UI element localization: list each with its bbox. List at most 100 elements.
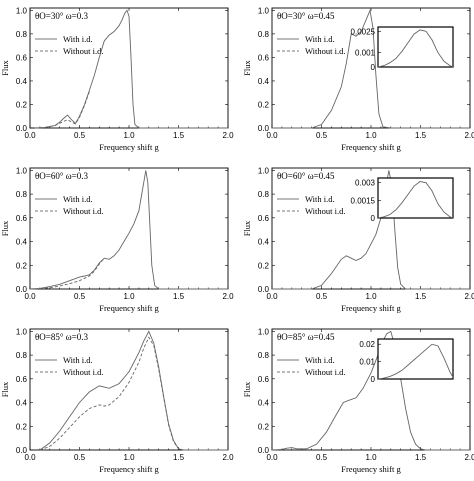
inset-frame bbox=[377, 177, 454, 219]
y-tick-label: 0.8 bbox=[16, 190, 28, 199]
x-tick-label: 1.5 bbox=[173, 453, 185, 462]
x-tick-label: 1.0 bbox=[123, 453, 135, 462]
panel-2: 0.0 0.5 1.0 1.5 2.0 0.0 0.2 0.4 0.6 0.8 1.0 Frequen… bbox=[242, 6, 474, 152]
inset-y-tick-label: 0.01 bbox=[359, 358, 375, 367]
x-tick-label: 1.0 bbox=[365, 453, 377, 462]
y-tick-label: 0.6 bbox=[16, 375, 28, 384]
legend-label-with-id: With i.d. bbox=[63, 194, 93, 204]
x-tick-label: 0.5 bbox=[316, 131, 328, 140]
x-tick-label: 1.0 bbox=[123, 292, 135, 301]
series-line-with-id bbox=[271, 330, 470, 451]
inset-series-line bbox=[377, 29, 454, 68]
legend-label-without-id: Without i.d. bbox=[305, 367, 346, 377]
series-line-with-id bbox=[34, 9, 228, 129]
x-tick-label: 2.0 bbox=[222, 453, 234, 462]
x-tick-label: 0.0 bbox=[24, 131, 36, 140]
legend-label-without-id: Without i.d. bbox=[63, 206, 104, 216]
panel-1: 0.0 0.5 1.0 1.5 2.0 0.0 0.2 0.4 0.6 0.8 1.0 Frequen… bbox=[0, 6, 234, 152]
legend-label-with-id: With i.d. bbox=[305, 355, 335, 365]
x-tick-label: 0.0 bbox=[266, 292, 278, 301]
x-tick-label: 2.0 bbox=[222, 292, 234, 301]
panel-title: θO=60° ω=0.45 bbox=[277, 171, 335, 181]
x-tick-label: 0.0 bbox=[24, 292, 36, 301]
inset-y-tick-label: 0 bbox=[371, 63, 376, 72]
y-axis-label: Flux bbox=[0, 381, 10, 397]
y-tick-label: 0.8 bbox=[258, 30, 270, 39]
x-tick-label: 0.5 bbox=[74, 453, 86, 462]
panel-title: θO=85° ω=0.3 bbox=[35, 332, 88, 342]
inset-plot: 0 0.0015 0.003 bbox=[351, 177, 454, 223]
legend-label-with-id: With i.d. bbox=[305, 34, 335, 44]
y-tick-label: 0.6 bbox=[258, 214, 270, 223]
y-tick-label: 0.6 bbox=[16, 53, 28, 62]
legend-label-without-id: Without i.d. bbox=[63, 367, 104, 377]
x-tick-label: 2.0 bbox=[464, 131, 474, 140]
y-tick-label: 1.0 bbox=[258, 327, 270, 336]
x-axis-label: Frequency shift g bbox=[99, 303, 159, 313]
y-axis-label: Flux bbox=[0, 220, 10, 236]
y-tick-label: 1.0 bbox=[258, 166, 270, 175]
x-tick-label: 1.0 bbox=[365, 292, 377, 301]
y-tick-label: 1.0 bbox=[16, 166, 28, 175]
y-tick-label: 0.0 bbox=[16, 446, 28, 455]
legend-label-without-id: Without i.d. bbox=[305, 206, 346, 216]
x-tick-label: 2.0 bbox=[464, 453, 474, 462]
y-tick-label: 0.8 bbox=[16, 30, 28, 39]
y-tick-label: 1.0 bbox=[16, 6, 28, 15]
y-tick-label: 0.4 bbox=[258, 77, 270, 86]
y-tick-label: 0.4 bbox=[16, 77, 28, 86]
y-tick-label: 0.0 bbox=[16, 285, 28, 294]
inset-y-tick-label: 0.0015 bbox=[351, 196, 376, 205]
plot-frame bbox=[29, 7, 229, 129]
y-axis-label: Flux bbox=[242, 59, 252, 75]
x-tick-label: 0.0 bbox=[24, 453, 36, 462]
y-tick-label: 0.0 bbox=[258, 124, 270, 133]
series-line-with-id bbox=[272, 170, 470, 290]
series-line-with-id bbox=[272, 8, 470, 129]
x-axis-label: Frequency shift g bbox=[99, 464, 159, 474]
series-line-without-id bbox=[29, 257, 105, 290]
x-axis-label: Frequency shift g bbox=[341, 142, 401, 152]
inset-y-tick-label: 0.003 bbox=[355, 179, 376, 188]
inset-plot: 0 0.001 0.0025 bbox=[351, 26, 454, 72]
panel-5: 0.0 0.5 1.0 1.5 2.0 0.0 0.2 0.4 0.6 0.8 1.0 Frequen… bbox=[0, 327, 234, 474]
legend-label-with-id: With i.d. bbox=[305, 194, 335, 204]
plot-frame bbox=[29, 167, 229, 290]
y-tick-label: 0.2 bbox=[258, 100, 270, 109]
y-tick-label: 0.0 bbox=[258, 285, 270, 294]
panel-title: θO=30° ω=0.45 bbox=[277, 11, 335, 21]
inset-y-tick-label: 0 bbox=[371, 375, 376, 384]
x-tick-label: 0.5 bbox=[74, 131, 86, 140]
x-tick-label: 2.0 bbox=[222, 131, 234, 140]
panel-title: θO=60° ω=0.3 bbox=[35, 171, 88, 181]
inset-frame bbox=[377, 26, 454, 68]
y-tick-label: 0.0 bbox=[258, 446, 270, 455]
y-tick-label: 0.6 bbox=[258, 53, 270, 62]
y-tick-label: 0.2 bbox=[16, 100, 28, 109]
x-tick-label: 0.5 bbox=[316, 292, 328, 301]
x-tick-label: 1.5 bbox=[173, 131, 185, 140]
y-axis-label: Flux bbox=[242, 381, 252, 397]
inset-series-line bbox=[377, 343, 454, 380]
inset-plot: 0 0.01 0.02 bbox=[359, 338, 454, 384]
inset-y-tick-label: 0.0025 bbox=[351, 27, 376, 36]
inset-y-tick-label: 0 bbox=[371, 214, 376, 223]
x-tick-label: 1.0 bbox=[365, 131, 377, 140]
panel-title: θO=30° ω=0.3 bbox=[35, 11, 88, 21]
y-tick-label: 0.4 bbox=[16, 238, 28, 247]
legend-label-with-id: With i.d. bbox=[63, 34, 93, 44]
panel-4: 0.0 0.5 1.0 1.5 2.0 0.0 0.2 0.4 0.6 0.8 1.0 Frequen… bbox=[242, 166, 474, 313]
y-tick-label: 1.0 bbox=[16, 327, 28, 336]
y-axis-label: Flux bbox=[0, 59, 10, 75]
x-tick-label: 0.5 bbox=[74, 292, 86, 301]
y-tick-label: 0.6 bbox=[258, 375, 270, 384]
panel-3: 0.0 0.5 1.0 1.5 2.0 0.0 0.2 0.4 0.6 0.8 1.0 Frequen… bbox=[0, 166, 234, 313]
y-tick-label: 1.0 bbox=[258, 6, 270, 15]
inset-y-tick-label: 0.001 bbox=[355, 49, 376, 58]
x-axis-label: Frequency shift g bbox=[341, 303, 401, 313]
y-axis-label: Flux bbox=[242, 220, 252, 236]
x-tick-label: 1.5 bbox=[415, 453, 427, 462]
x-tick-label: 1.5 bbox=[415, 131, 427, 140]
legend-label-without-id: Without i.d. bbox=[63, 46, 104, 56]
panel-title: θO=85° ω=0.45 bbox=[277, 332, 335, 342]
